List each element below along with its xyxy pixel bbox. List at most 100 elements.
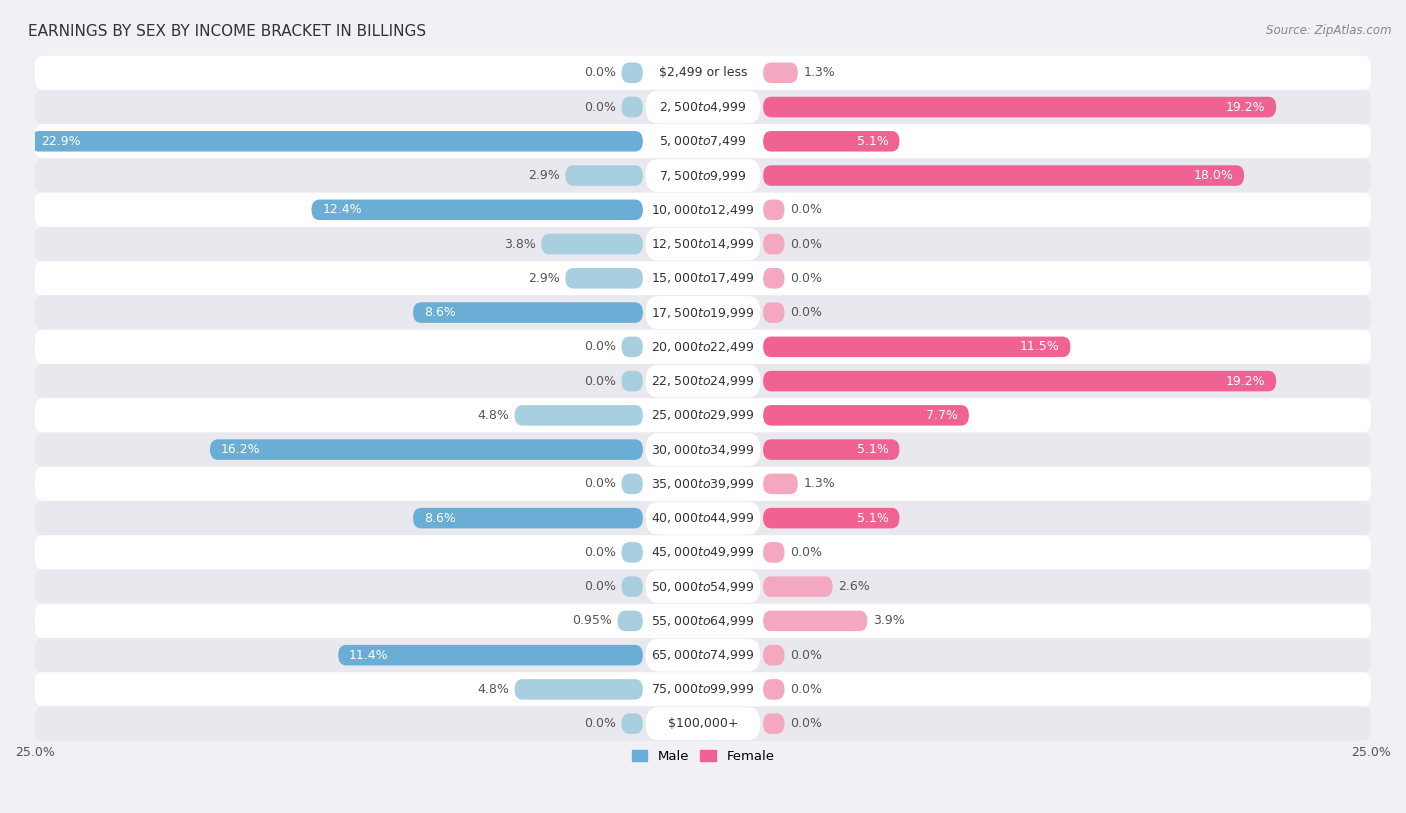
FancyBboxPatch shape — [312, 199, 643, 220]
Text: 0.0%: 0.0% — [790, 683, 823, 696]
FancyBboxPatch shape — [763, 645, 785, 665]
Text: $100,000+: $100,000+ — [668, 717, 738, 730]
FancyBboxPatch shape — [35, 295, 1371, 330]
FancyBboxPatch shape — [35, 706, 1371, 741]
FancyBboxPatch shape — [763, 371, 1277, 391]
FancyBboxPatch shape — [763, 542, 785, 563]
FancyBboxPatch shape — [763, 508, 900, 528]
FancyBboxPatch shape — [645, 56, 761, 89]
Text: 11.4%: 11.4% — [349, 649, 388, 662]
FancyBboxPatch shape — [645, 159, 761, 192]
Text: 19.2%: 19.2% — [1226, 101, 1265, 114]
FancyBboxPatch shape — [645, 502, 761, 535]
FancyBboxPatch shape — [35, 398, 1371, 433]
FancyBboxPatch shape — [621, 371, 643, 391]
FancyBboxPatch shape — [35, 364, 1371, 398]
Text: $22,500 to $24,999: $22,500 to $24,999 — [651, 374, 755, 388]
Text: 19.2%: 19.2% — [1226, 375, 1265, 388]
Text: 7.7%: 7.7% — [927, 409, 959, 422]
FancyBboxPatch shape — [339, 645, 643, 665]
Text: 0.0%: 0.0% — [583, 101, 616, 114]
Text: 0.0%: 0.0% — [583, 546, 616, 559]
FancyBboxPatch shape — [621, 576, 643, 597]
Text: 5.1%: 5.1% — [856, 135, 889, 148]
FancyBboxPatch shape — [31, 131, 643, 151]
FancyBboxPatch shape — [617, 611, 643, 631]
Text: 2.6%: 2.6% — [838, 580, 870, 593]
Text: 0.0%: 0.0% — [583, 477, 616, 490]
Text: $20,000 to $22,499: $20,000 to $22,499 — [651, 340, 755, 354]
FancyBboxPatch shape — [763, 131, 900, 151]
Text: 2.9%: 2.9% — [529, 169, 560, 182]
FancyBboxPatch shape — [763, 611, 868, 631]
FancyBboxPatch shape — [763, 713, 785, 734]
Text: 11.5%: 11.5% — [1019, 341, 1060, 354]
FancyBboxPatch shape — [621, 542, 643, 563]
FancyBboxPatch shape — [35, 467, 1371, 501]
FancyBboxPatch shape — [565, 165, 643, 186]
FancyBboxPatch shape — [209, 439, 643, 460]
FancyBboxPatch shape — [621, 713, 643, 734]
Text: 3.9%: 3.9% — [873, 615, 904, 628]
Text: $40,000 to $44,999: $40,000 to $44,999 — [651, 511, 755, 525]
Text: $7,500 to $9,999: $7,500 to $9,999 — [659, 168, 747, 183]
FancyBboxPatch shape — [35, 227, 1371, 261]
Text: $10,000 to $12,499: $10,000 to $12,499 — [651, 202, 755, 217]
FancyBboxPatch shape — [645, 467, 761, 500]
Text: 0.0%: 0.0% — [790, 649, 823, 662]
Text: $25,000 to $29,999: $25,000 to $29,999 — [651, 408, 755, 422]
FancyBboxPatch shape — [645, 296, 761, 329]
FancyBboxPatch shape — [645, 262, 761, 295]
Text: 4.8%: 4.8% — [478, 409, 509, 422]
Legend: Male, Female: Male, Female — [626, 745, 780, 768]
Text: 12.4%: 12.4% — [322, 203, 361, 216]
FancyBboxPatch shape — [515, 679, 643, 700]
Text: EARNINGS BY SEX BY INCOME BRACKET IN BILLINGS: EARNINGS BY SEX BY INCOME BRACKET IN BIL… — [28, 24, 426, 39]
FancyBboxPatch shape — [413, 302, 643, 323]
FancyBboxPatch shape — [645, 673, 761, 706]
FancyBboxPatch shape — [35, 90, 1371, 124]
FancyBboxPatch shape — [645, 399, 761, 432]
FancyBboxPatch shape — [413, 508, 643, 528]
FancyBboxPatch shape — [621, 63, 643, 83]
FancyBboxPatch shape — [645, 639, 761, 672]
Text: 22.9%: 22.9% — [42, 135, 82, 148]
Text: $15,000 to $17,499: $15,000 to $17,499 — [651, 272, 755, 285]
Text: $17,500 to $19,999: $17,500 to $19,999 — [651, 306, 755, 320]
Text: $45,000 to $49,999: $45,000 to $49,999 — [651, 546, 755, 559]
Text: 0.0%: 0.0% — [790, 546, 823, 559]
FancyBboxPatch shape — [763, 268, 785, 289]
FancyBboxPatch shape — [645, 90, 761, 124]
Text: 0.0%: 0.0% — [790, 306, 823, 319]
Text: 0.0%: 0.0% — [583, 67, 616, 80]
Text: $5,000 to $7,499: $5,000 to $7,499 — [659, 134, 747, 148]
FancyBboxPatch shape — [515, 405, 643, 426]
Text: 0.0%: 0.0% — [583, 375, 616, 388]
FancyBboxPatch shape — [645, 365, 761, 398]
FancyBboxPatch shape — [565, 268, 643, 289]
Text: $30,000 to $34,999: $30,000 to $34,999 — [651, 442, 755, 457]
FancyBboxPatch shape — [645, 330, 761, 363]
Text: 4.8%: 4.8% — [478, 683, 509, 696]
Text: 0.0%: 0.0% — [790, 717, 823, 730]
Text: 0.0%: 0.0% — [583, 717, 616, 730]
FancyBboxPatch shape — [35, 261, 1371, 295]
FancyBboxPatch shape — [645, 536, 761, 569]
FancyBboxPatch shape — [763, 165, 1244, 186]
FancyBboxPatch shape — [763, 405, 969, 426]
Text: 0.0%: 0.0% — [790, 272, 823, 285]
Text: $2,499 or less: $2,499 or less — [659, 67, 747, 80]
Text: 5.1%: 5.1% — [856, 511, 889, 524]
FancyBboxPatch shape — [763, 199, 785, 220]
Text: 8.6%: 8.6% — [423, 306, 456, 319]
FancyBboxPatch shape — [645, 604, 761, 637]
FancyBboxPatch shape — [763, 63, 797, 83]
FancyBboxPatch shape — [645, 228, 761, 260]
Text: $75,000 to $99,999: $75,000 to $99,999 — [651, 682, 755, 697]
Text: 5.1%: 5.1% — [856, 443, 889, 456]
Text: 0.0%: 0.0% — [790, 203, 823, 216]
Text: 0.0%: 0.0% — [790, 237, 823, 250]
FancyBboxPatch shape — [645, 433, 761, 466]
FancyBboxPatch shape — [763, 337, 1070, 357]
Text: 18.0%: 18.0% — [1194, 169, 1233, 182]
